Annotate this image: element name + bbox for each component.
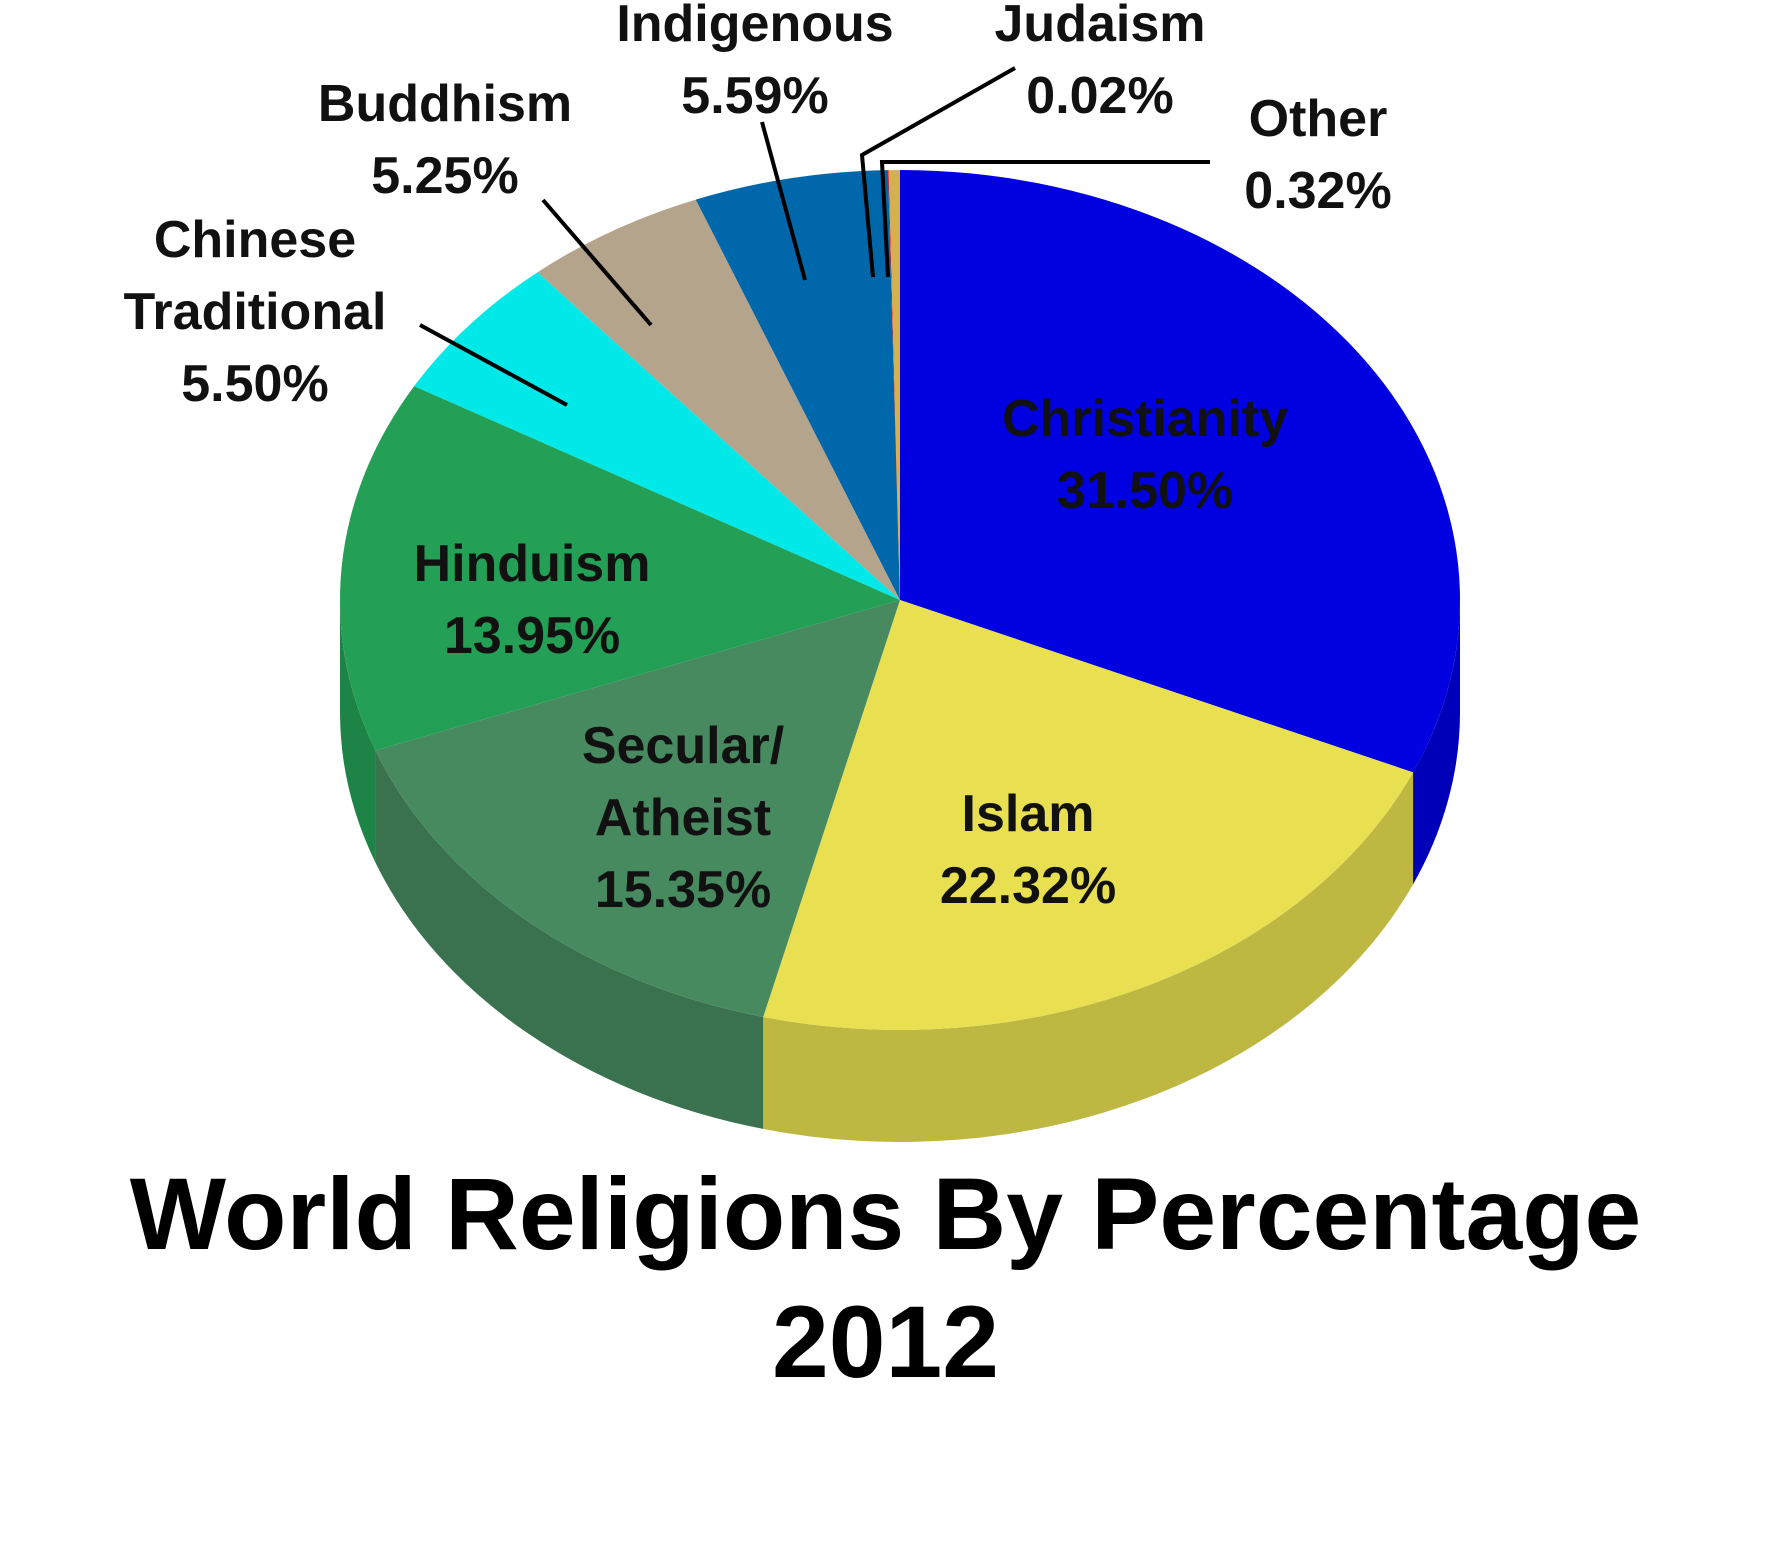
leader-line — [859, 66, 1016, 278]
slice — [340, 386, 900, 751]
value-label: 5.59% — [681, 67, 829, 125]
slice-label: Judaism 0.02% — [995, 0, 1206, 132]
slice — [888, 170, 900, 600]
category-label: Chinese Traditional — [123, 211, 387, 341]
category-label: Hinduism — [413, 535, 651, 593]
slice-side — [1413, 600, 1460, 885]
value-label: 0.02% — [1026, 67, 1174, 125]
slice-label: Indigenous 5.59% — [616, 0, 893, 132]
leader-line — [879, 160, 1210, 278]
category-label: Other — [1248, 90, 1388, 148]
value-label: 5.25% — [371, 147, 519, 205]
value-label: 13.95% — [443, 607, 621, 665]
value-label: 0.32% — [1244, 162, 1392, 220]
category-label: Islam — [961, 785, 1095, 843]
category-label: Judaism — [994, 0, 1206, 53]
value-label: 5.50% — [181, 355, 329, 413]
category-label: Indigenous — [616, 0, 894, 53]
slice-label: Buddhism 5.25% — [318, 68, 572, 212]
chart — [340, 66, 1460, 1142]
slice-side — [763, 772, 1414, 1142]
slice — [695, 170, 900, 600]
chart-title: World Religions By Percentage 2012 — [129, 1157, 1642, 1399]
slice-label: Secular/ Atheist 15.35% — [553, 710, 813, 926]
slice — [414, 272, 900, 600]
slice — [900, 170, 1460, 773]
slice — [763, 600, 1414, 1030]
slice-label: Islam 22.32% — [940, 778, 1116, 922]
leader-line — [760, 121, 807, 281]
leader-line — [419, 323, 568, 407]
slice-label: Christianity 31.50% — [1002, 383, 1288, 527]
slice — [888, 170, 900, 600]
value-label: 31.50% — [1056, 462, 1234, 520]
category-label: Christianity — [1001, 390, 1289, 448]
slice-side — [340, 600, 376, 863]
category-label: Secular/ Atheist — [581, 717, 785, 847]
slice-label: Hinduism 13.95% — [414, 528, 651, 672]
slice-side — [375, 750, 764, 1129]
slice-label: Other 0.32% — [1244, 83, 1391, 227]
category-label: Buddhism — [317, 75, 573, 133]
value-label: 22.32% — [939, 857, 1117, 915]
slice — [375, 600, 900, 1017]
value-label: 15.35% — [594, 861, 772, 919]
chart-title-box: World Religions By Percentage 2012 — [0, 1150, 1771, 1406]
leader-line — [541, 198, 653, 327]
slice-label: Chinese Traditional 5.50% — [105, 204, 405, 420]
